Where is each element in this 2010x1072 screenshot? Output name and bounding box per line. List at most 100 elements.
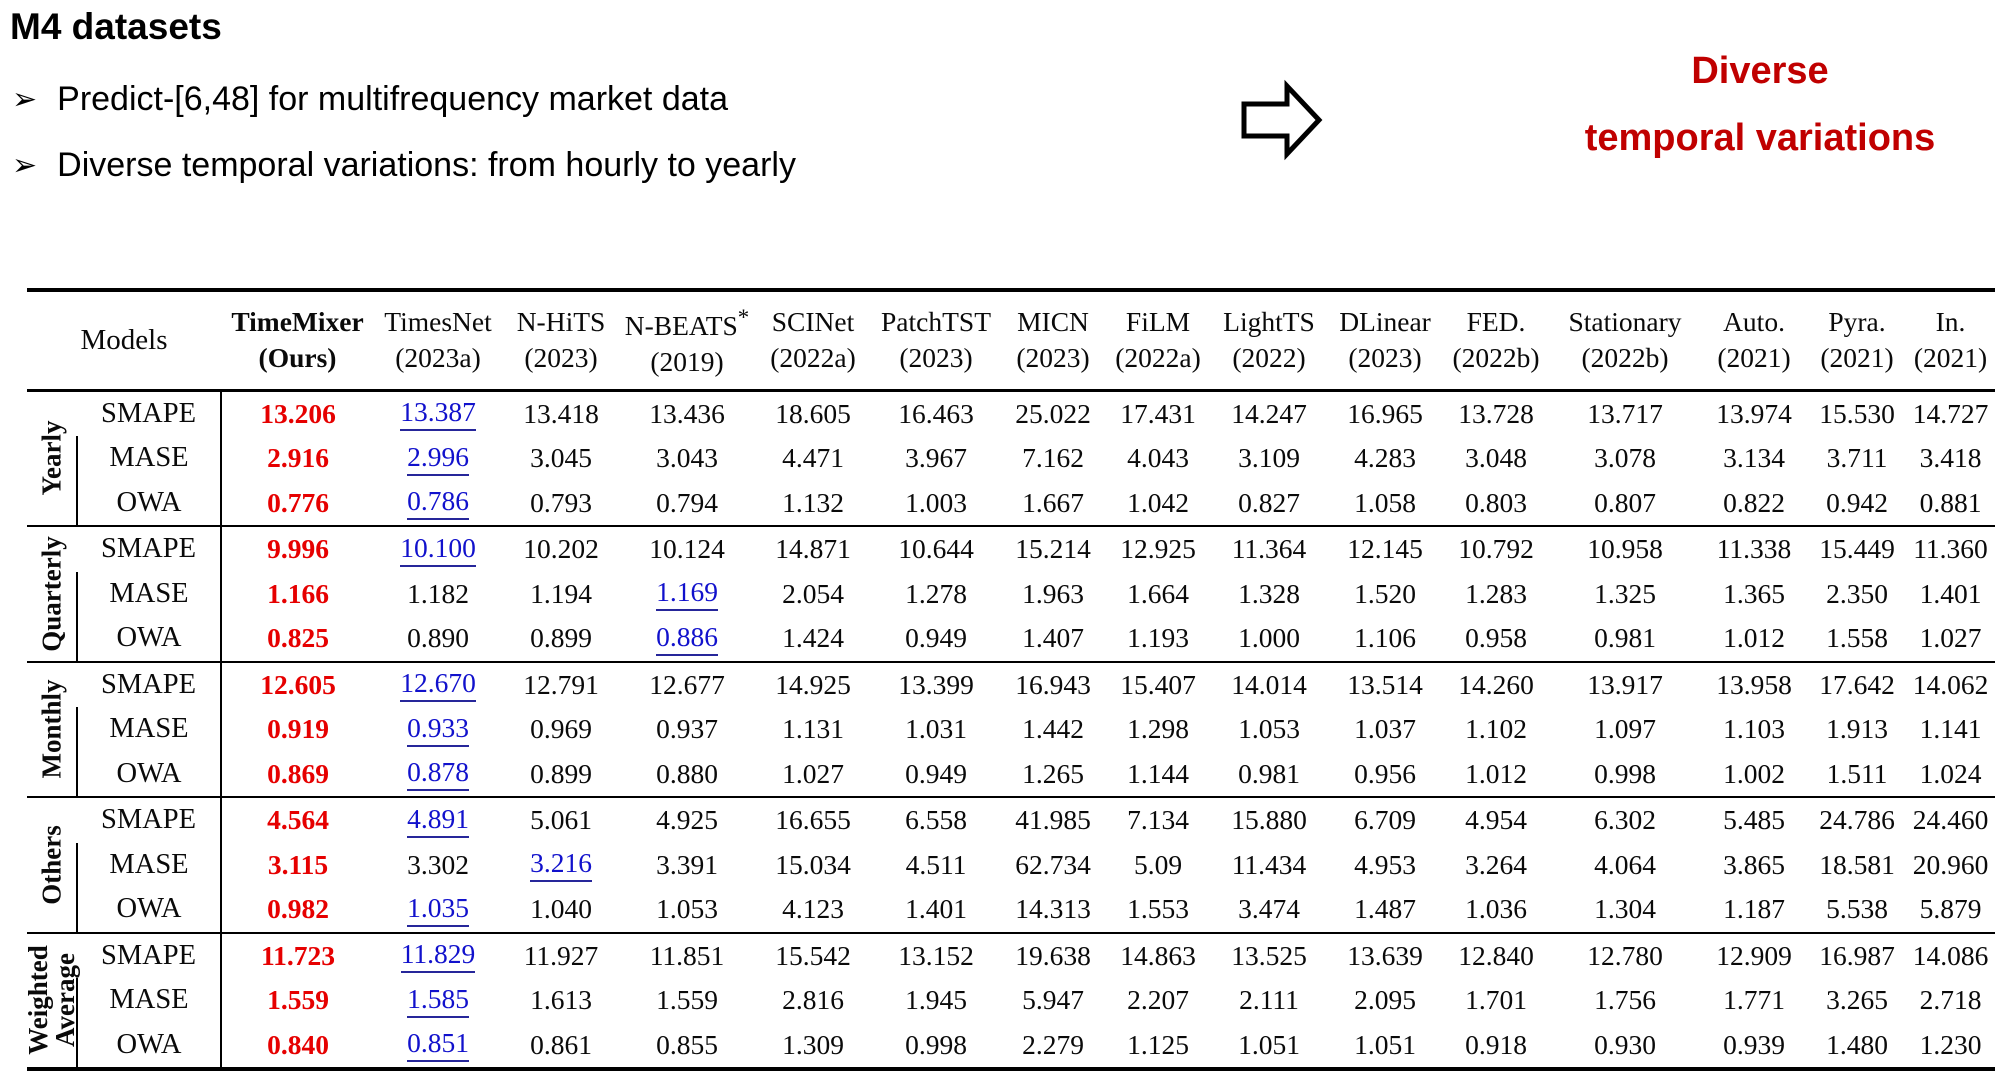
metric-value-cell: 3.302	[407, 848, 469, 880]
metric-value-cell: 5.09	[1133, 848, 1183, 880]
metric-value-cell: 4.954	[1465, 804, 1527, 836]
metric-value-cell: 0.794	[656, 486, 718, 518]
metric-value-cell: 10.124	[649, 533, 725, 565]
metric-value-cell: 11.364	[1231, 533, 1307, 565]
model-year: (2023)	[899, 342, 973, 374]
group-label-text: Weighted Average	[22, 945, 80, 1056]
metric-value-cell: 5.538	[1826, 893, 1888, 925]
metric-value-cell: 1.037	[1354, 713, 1416, 745]
metric-value-cell: 1.230	[1919, 1028, 1982, 1060]
model-name: N-BEATS*	[624, 305, 750, 342]
model-column-header: TimesNet (2023a)	[374, 290, 502, 390]
second-best-value: 2.996	[407, 441, 469, 476]
metric-value-cell: 11.338	[1716, 533, 1792, 565]
group-label: Others	[27, 797, 77, 933]
metric-value-cell: 14.247	[1231, 397, 1307, 429]
metric-value-cell: 13.418	[523, 397, 599, 429]
metric-value-cell: 13.974	[1716, 397, 1792, 429]
table-row: OWA 0.982 1.035 1.040 1.053 4.123 1.401 14.313 1…	[27, 887, 1995, 933]
metric-value-cell: 1.756	[1594, 984, 1656, 1016]
second-best-value: 0.933	[407, 712, 469, 747]
metric-value-cell: 3.418	[1919, 442, 1982, 474]
second-best-value: 0.851	[407, 1027, 469, 1063]
metric-value-cell: 13.717	[1587, 397, 1663, 429]
metric-value-cell: 12.605	[260, 668, 336, 700]
metric-value-cell: 1.511	[1826, 757, 1888, 789]
metric-label: SMAPE	[77, 932, 222, 978]
metric-value-cell: 3.109	[1238, 442, 1300, 474]
metric-label: OWA	[76, 480, 222, 526]
metric-value-cell: 1.365	[1723, 577, 1785, 609]
second-best-value: 1.585	[407, 983, 469, 1018]
metric-value-cell: 10.202	[523, 533, 599, 565]
metric-label: MASE	[76, 707, 222, 752]
model-column-header: N-HiTS (2023)	[502, 290, 620, 390]
metric-value-cell: 2.916	[267, 442, 329, 474]
metric-value-cell: 1.103	[1723, 713, 1785, 745]
metric-value-cell: 14.863	[1120, 939, 1196, 971]
group-label-text: Quarterly	[36, 536, 66, 652]
second-best-value: 4.891	[407, 803, 469, 838]
metric-value-cell: 13.525	[1231, 939, 1307, 971]
metric-value-cell: 11.434	[1231, 848, 1307, 880]
metric-value-cell: 0.776	[267, 486, 329, 518]
model-column-header: MICN (2023)	[1000, 290, 1106, 390]
metric-label: OWA	[76, 616, 222, 662]
metric-value-cell: 1.027	[782, 757, 844, 789]
metric-value-cell: 1.097	[1594, 713, 1656, 745]
metric-value-cell: 0.942	[1826, 486, 1888, 518]
model-name: N-HiTS	[516, 306, 606, 338]
model-column-header: FED. (2022b)	[1442, 290, 1550, 390]
metric-value-cell: 2.279	[1022, 1028, 1084, 1060]
metric-value-cell: 1.613	[530, 984, 592, 1016]
bullet-item: ➢ Predict-[6,48] for multifrequency mark…	[12, 80, 796, 119]
model-column-header: Stationary (2022b)	[1550, 290, 1700, 390]
model-name: LightTS	[1223, 306, 1315, 338]
model-year: (2022b)	[1452, 342, 1540, 374]
metric-value-cell: 4.511	[905, 848, 967, 880]
metric-value-cell: 6.558	[905, 804, 967, 836]
metric-value-cell: 2.350	[1826, 577, 1888, 609]
metric-value-cell: 14.871	[775, 533, 851, 565]
metric-value-cell: 4.953	[1354, 848, 1416, 880]
metric-value-cell: 1.480	[1826, 1028, 1888, 1060]
metric-value-cell: 14.062	[1912, 668, 1989, 700]
group-label: Weighted Average	[23, 933, 80, 1070]
table-row: Quarterly SMAPE 9.996 10.100 10.202 10.124 14.…	[27, 526, 1995, 651]
metric-value-cell: 10.958	[1587, 533, 1663, 565]
metric-value-cell: 4.283	[1354, 442, 1416, 474]
metric-label: OWA	[76, 887, 222, 933]
metric-value-cell: 1.012	[1465, 757, 1527, 789]
metric-value-cell: 1.169	[620, 572, 754, 617]
metric-value-cell: 1.106	[1354, 622, 1416, 654]
model-year: (2021)	[1913, 342, 1988, 374]
metric-value-cell: 1.036	[1465, 893, 1527, 925]
model-year: (2023)	[524, 342, 598, 374]
metric-value-cell: 4.471	[782, 442, 844, 474]
metric-value-cell: 0.786	[374, 481, 502, 527]
model-year: (2022a)	[1115, 342, 1201, 374]
metric-value-cell: 0.899	[530, 757, 592, 789]
group-weighted-average: Weighted Average SMAPE 11.723 11.829 11.927 1…	[23, 932, 1995, 1070]
metric-label: SMAPE	[77, 526, 222, 572]
metric-value-cell: 15.449	[1819, 533, 1895, 565]
metric-value-cell: 1.585	[374, 978, 502, 1023]
metric-value-cell: 1.298	[1127, 713, 1189, 745]
model-year: (2023a)	[395, 342, 481, 374]
metric-value-cell: 1.558	[1826, 622, 1888, 654]
metric-value-cell: 1.265	[1022, 757, 1084, 789]
model-year: (2019)	[650, 346, 724, 378]
metric-value-cell: 4.891	[374, 797, 502, 843]
metric-value-cell: 11.723	[260, 939, 336, 971]
models-header: Models	[80, 323, 168, 356]
metric-value-cell: 1.667	[1022, 486, 1084, 518]
metric-value-cell: 1.559	[656, 984, 718, 1016]
metric-value-cell: 1.027	[1919, 622, 1982, 654]
metric-value-cell: 3.264	[1465, 848, 1527, 880]
callout-line2: temporal variations	[1584, 117, 1936, 159]
group-yearly: Yearly SMAPE 13.206 13.387 13.418 13.436 18.60…	[27, 390, 1995, 526]
metric-value-cell: 15.214	[1015, 533, 1091, 565]
group-label: Quarterly	[27, 526, 77, 662]
metric-value-cell: 0.998	[905, 1028, 967, 1060]
metric-value-cell: 7.134	[1127, 804, 1189, 836]
